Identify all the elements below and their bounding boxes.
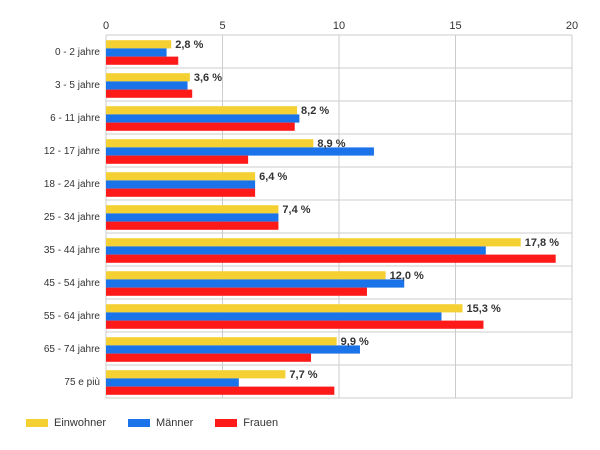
- bar-frauen-7: [106, 287, 367, 296]
- data-label: 7,7 %: [289, 369, 317, 381]
- x-tick-label: 5: [219, 20, 225, 32]
- bar-m-nner-0: [106, 48, 167, 57]
- bar-frauen-5: [106, 221, 279, 230]
- legend-item: Frauen: [215, 417, 278, 429]
- category-label: 65 - 74 jahre: [44, 344, 101, 355]
- category-label: 45 - 54 jahre: [44, 278, 101, 289]
- data-label: 17,8 %: [525, 237, 559, 249]
- category-label: 6 - 11 jahre: [50, 113, 100, 124]
- category-label: 18 - 24 jahre: [44, 179, 101, 190]
- x-tick-label: 10: [333, 20, 345, 32]
- legend: Einwohner Männer Frauen: [26, 417, 300, 429]
- legend-swatch: [26, 419, 48, 427]
- bar-frauen-6: [106, 254, 556, 263]
- legend-label: Frauen: [243, 417, 279, 429]
- data-label: 7,4 %: [282, 204, 310, 216]
- bar-m-nner-1: [106, 81, 188, 90]
- category-label: 3 - 5 jahre: [55, 80, 100, 91]
- category-label: 12 - 17 jahre: [44, 146, 101, 157]
- data-label: 15,3 %: [466, 303, 500, 315]
- bar-einwohner-4: [106, 172, 256, 181]
- bar-frauen-10: [106, 386, 335, 395]
- bar-einwohner-2: [106, 106, 298, 115]
- data-labels: 2,8 % 3,6 % 8,2 % 8,9 % 6,4 % 7,4 % 17,8 % 12,0…: [175, 39, 559, 381]
- bar-m-nner-5: [106, 213, 279, 222]
- category-labels: 0 - 2 jahre 3 - 5 jahre 6 - 11 jahre 12 - 1…: [44, 47, 101, 388]
- bar-m-nner-4: [106, 180, 256, 189]
- bar-frauen-3: [106, 155, 249, 164]
- x-tick-label: 0: [103, 20, 109, 32]
- x-tick-label: 15: [449, 20, 461, 32]
- bar-einwohner-10: [106, 370, 286, 379]
- legend-label: Einwohner: [54, 417, 106, 429]
- bar-frauen-9: [106, 353, 312, 362]
- bar-einwohner-0: [106, 40, 172, 49]
- bar-einwohner-5: [106, 205, 279, 214]
- bar-m-nner-8: [106, 312, 442, 321]
- category-label: 35 - 44 jahre: [44, 245, 101, 256]
- data-label: 2,8 %: [175, 39, 203, 51]
- data-label: 8,2 %: [301, 105, 329, 117]
- category-label: 25 - 34 jahre: [44, 212, 101, 223]
- bar-einwohner-7: [106, 271, 386, 280]
- data-label: 9,9 %: [341, 336, 369, 348]
- legend-item: Einwohner: [26, 417, 106, 429]
- legend-swatch: [215, 419, 238, 427]
- bar-frauen-1: [106, 89, 193, 98]
- bar-einwohner-1: [106, 73, 190, 82]
- legend-label: Männer: [155, 417, 194, 429]
- data-label: 6,4 %: [259, 171, 287, 183]
- bar-m-nner-3: [106, 147, 374, 156]
- legend-swatch: [127, 419, 150, 427]
- data-label: 12,0 %: [390, 270, 424, 282]
- bar-einwohner-9: [106, 337, 337, 346]
- bar-einwohner-3: [106, 139, 314, 148]
- bars: [106, 40, 556, 395]
- x-tick-labels: 0 5 10 15 20: [103, 20, 578, 32]
- grid-layer: [105, 34, 573, 399]
- bar-m-nner-2: [106, 114, 300, 123]
- category-label: 75 e più: [64, 377, 100, 388]
- bar-frauen-4: [106, 188, 256, 197]
- bar-m-nner-7: [106, 279, 405, 288]
- legend-item: Männer: [127, 417, 194, 429]
- bar-frauen-8: [106, 320, 484, 329]
- bar-einwohner-6: [106, 238, 521, 247]
- bar-m-nner-9: [106, 345, 360, 354]
- bar-m-nner-6: [106, 246, 486, 255]
- category-label: 0 - 2 jahre: [55, 47, 100, 58]
- category-label: 55 - 64 jahre: [44, 311, 101, 322]
- bar-frauen-0: [106, 56, 179, 65]
- bar-frauen-2: [106, 122, 295, 131]
- data-label: 8,9 %: [317, 138, 345, 150]
- bar-m-nner-10: [106, 378, 239, 387]
- bar-einwohner-8: [106, 304, 463, 313]
- data-label: 3,6 %: [194, 72, 222, 84]
- x-tick-label: 20: [566, 20, 578, 32]
